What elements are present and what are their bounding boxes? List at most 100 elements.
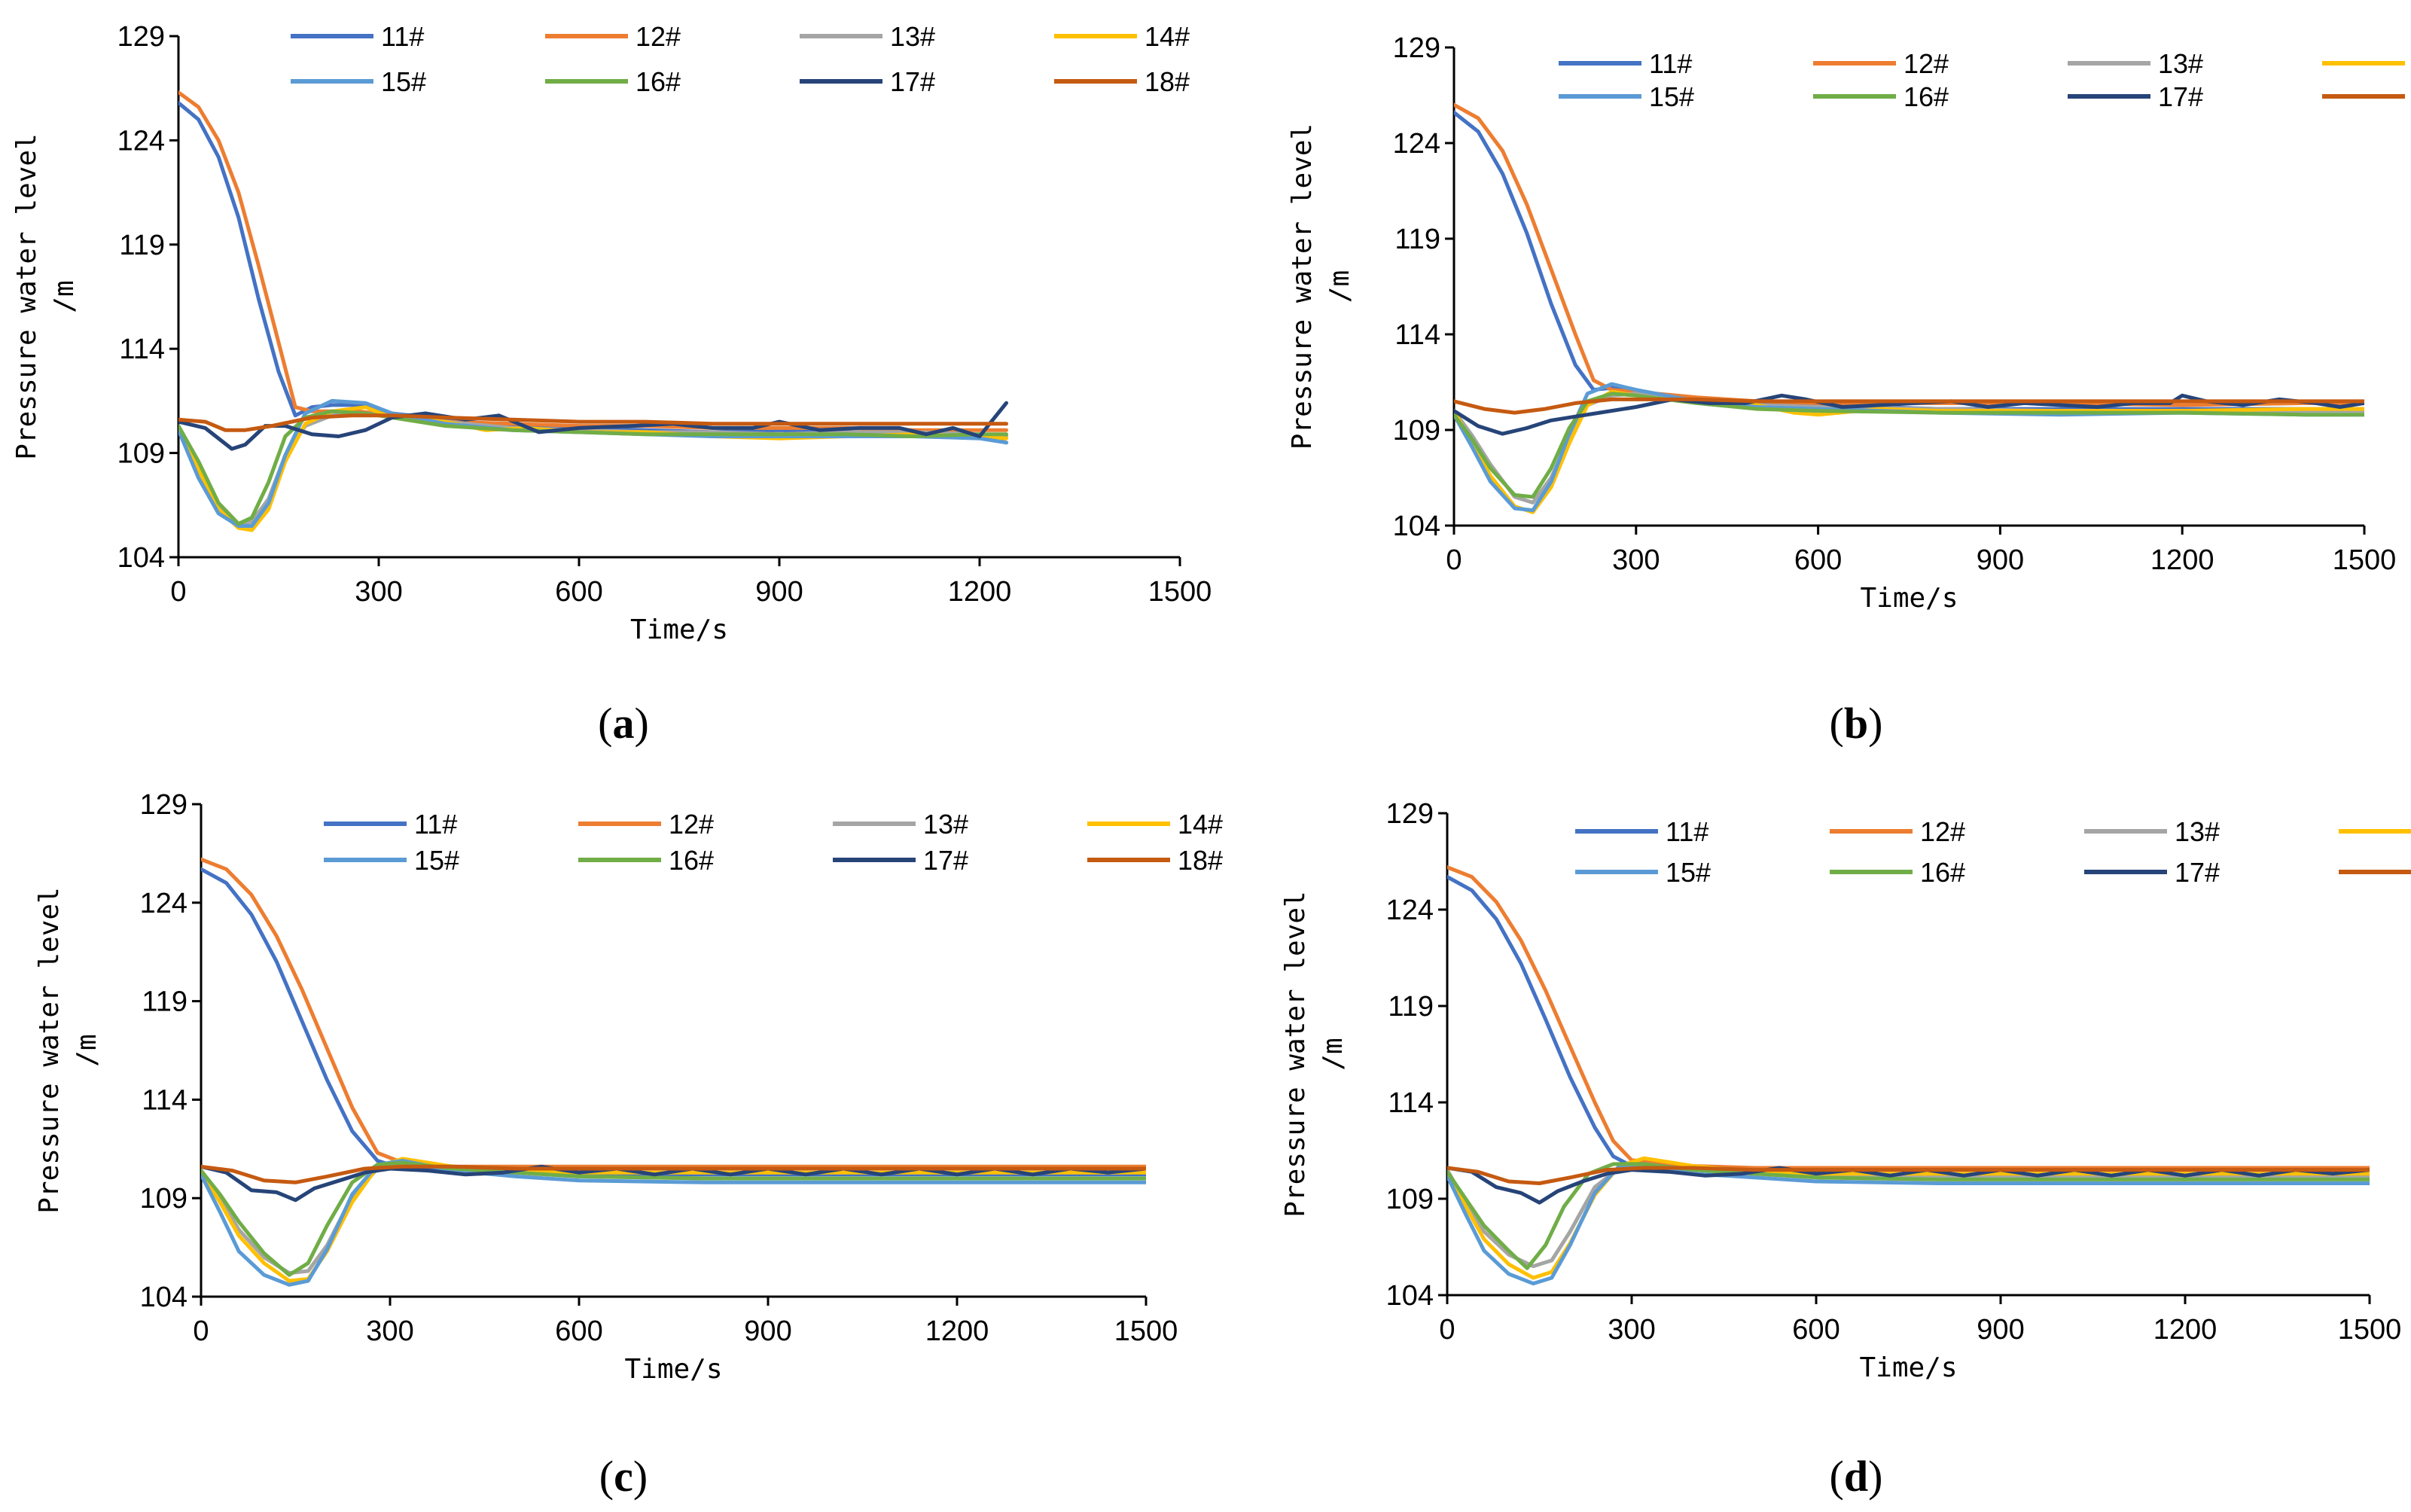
- y-axis-unit: /m: [72, 1034, 102, 1066]
- chart-panel-d: 104 109 114 119 124 129 0 300 600 900 1200 1500 Time…: [1280, 798, 2411, 1501]
- chart-panel-c: 104 109 114 119 124 129 0 300 600 900 1200 1500 Time…: [34, 789, 1223, 1501]
- caption-letter: c: [614, 1452, 633, 1501]
- y-axis-unit: /m: [1318, 1038, 1349, 1070]
- series-lines: [1454, 102, 2364, 514]
- y-tick-label: 104: [1386, 1280, 1434, 1312]
- x-tick-label: 300: [1608, 1314, 1655, 1346]
- legend-label: 13#: [2158, 48, 2203, 79]
- x-tick-label: 1200: [2153, 1314, 2217, 1346]
- x-tick-label: 300: [1612, 544, 1660, 576]
- y-tick-label: 104: [1393, 511, 1440, 542]
- x-tick-label: 0: [170, 576, 186, 608]
- panel-caption: (a): [598, 699, 649, 748]
- x-tick-label: 1200: [925, 1315, 989, 1347]
- y-tick-label: 124: [117, 125, 165, 157]
- legend-label: 18#: [1145, 66, 1190, 97]
- legend-label: 13#: [923, 809, 968, 840]
- y-tick-label: 119: [142, 986, 187, 1018]
- legend-label: 12#: [1920, 816, 1965, 847]
- x-tick-label: 1200: [2150, 544, 2214, 576]
- caption-letter: d: [1844, 1452, 1868, 1501]
- legend-label: 12#: [636, 21, 681, 52]
- legend-label: 16#: [636, 66, 681, 97]
- x-axis-title: Time/s: [1859, 1352, 1957, 1383]
- y-axis-unit: /m: [1324, 270, 1355, 303]
- series-lines: [1447, 865, 2370, 1286]
- panels: 104 109 114 119 124 129 0 300 600 900 1200 1500 Time…: [11, 21, 2411, 1501]
- legend-label: 13#: [890, 21, 935, 52]
- legend-label: 15#: [1649, 81, 1694, 112]
- legend-label: 13#: [2175, 816, 2220, 847]
- series-line-18: [178, 413, 1008, 432]
- caption-open-paren: (: [1830, 699, 1844, 748]
- chart-panel-a: 104 109 114 119 124 129 0 300 600 900 1200 1500 Time…: [11, 21, 1212, 748]
- y-tick-label: 119: [119, 230, 165, 261]
- legend-label: 11#: [1666, 816, 1708, 847]
- legend-label: 12#: [669, 809, 714, 840]
- caption-close-paren: ): [633, 1452, 648, 1501]
- legend-label: 11#: [381, 21, 424, 52]
- x-tick-label: 300: [366, 1315, 413, 1347]
- y-axis-unit: /m: [49, 280, 80, 312]
- series-line-16: [1447, 1162, 2370, 1270]
- y-tick-label: 109: [1393, 415, 1440, 447]
- x-tick-label: 1500: [1114, 1315, 1178, 1347]
- x-tick-label: 1500: [2333, 544, 2397, 576]
- series-lines: [178, 90, 1008, 532]
- y-tick-label: 124: [1393, 128, 1440, 160]
- y-axis-title: Pressure water level: [34, 887, 65, 1213]
- series-line-15: [178, 398, 1008, 528]
- legend-label: 16#: [669, 845, 714, 876]
- y-tick-label: 124: [140, 888, 187, 919]
- caption-letter: b: [1844, 699, 1868, 748]
- caption-letter: a: [613, 699, 635, 748]
- chart-panel-b: 104 109 114 119 124 129 0 300 600 900 1200 1500 Time…: [1287, 32, 2405, 748]
- series-line-16: [1454, 392, 2364, 499]
- series-line-18: [1454, 397, 2364, 415]
- caption-open-paren: (: [599, 1452, 614, 1501]
- x-tick-label: 1200: [948, 576, 1012, 608]
- legend-label: 18#: [1178, 845, 1223, 876]
- legend-label: 14#: [1145, 21, 1190, 52]
- x-tick-label: 600: [1792, 1314, 1839, 1346]
- panel-caption: (c): [599, 1452, 648, 1501]
- y-tick-label: 119: [1388, 991, 1434, 1023]
- x-tick-label: 900: [744, 1315, 791, 1347]
- legend-label: 14#: [1178, 809, 1223, 840]
- y-tick-label: 124: [1386, 895, 1434, 926]
- panel-caption: (d): [1830, 1452, 1883, 1501]
- series-line-16: [201, 1160, 1146, 1277]
- x-tick-label: 300: [355, 576, 402, 608]
- caption-open-paren: (: [598, 699, 612, 748]
- y-tick-label: 129: [140, 789, 187, 821]
- caption-open-paren: (: [1830, 1452, 1844, 1501]
- legend-label: 11#: [414, 809, 457, 840]
- legend-label: 11#: [1649, 48, 1692, 79]
- x-tick-label: 900: [755, 576, 803, 608]
- x-tick-label: 1500: [1148, 576, 1212, 608]
- x-tick-label: 900: [1977, 1314, 2024, 1346]
- x-tick-label: 0: [193, 1315, 209, 1347]
- y-tick-label: 104: [140, 1282, 187, 1313]
- legend-label: 16#: [1904, 81, 1949, 112]
- y-axis-title: Pressure water level: [1287, 123, 1318, 450]
- legend-label: 17#: [2175, 857, 2220, 888]
- x-tick-label: 1500: [2338, 1314, 2402, 1346]
- x-axis-title: Time/s: [624, 1354, 722, 1385]
- panel-caption: (b): [1830, 699, 1883, 748]
- x-tick-label: 600: [555, 576, 602, 608]
- x-tick-label: 600: [555, 1315, 602, 1347]
- x-tick-label: 0: [1446, 544, 1462, 576]
- series-line-18: [1447, 1166, 2370, 1185]
- legend-label: 15#: [1666, 857, 1711, 888]
- x-tick-label: 900: [1977, 544, 2024, 576]
- x-tick-label: 600: [1794, 544, 1842, 576]
- y-tick-label: 109: [117, 438, 165, 470]
- x-axis-title: Time/s: [1860, 583, 1958, 614]
- y-tick-label: 114: [142, 1084, 187, 1116]
- series-line-14: [1447, 1156, 2370, 1280]
- caption-close-paren: ): [1868, 699, 1882, 748]
- y-tick-label: 119: [1394, 224, 1440, 255]
